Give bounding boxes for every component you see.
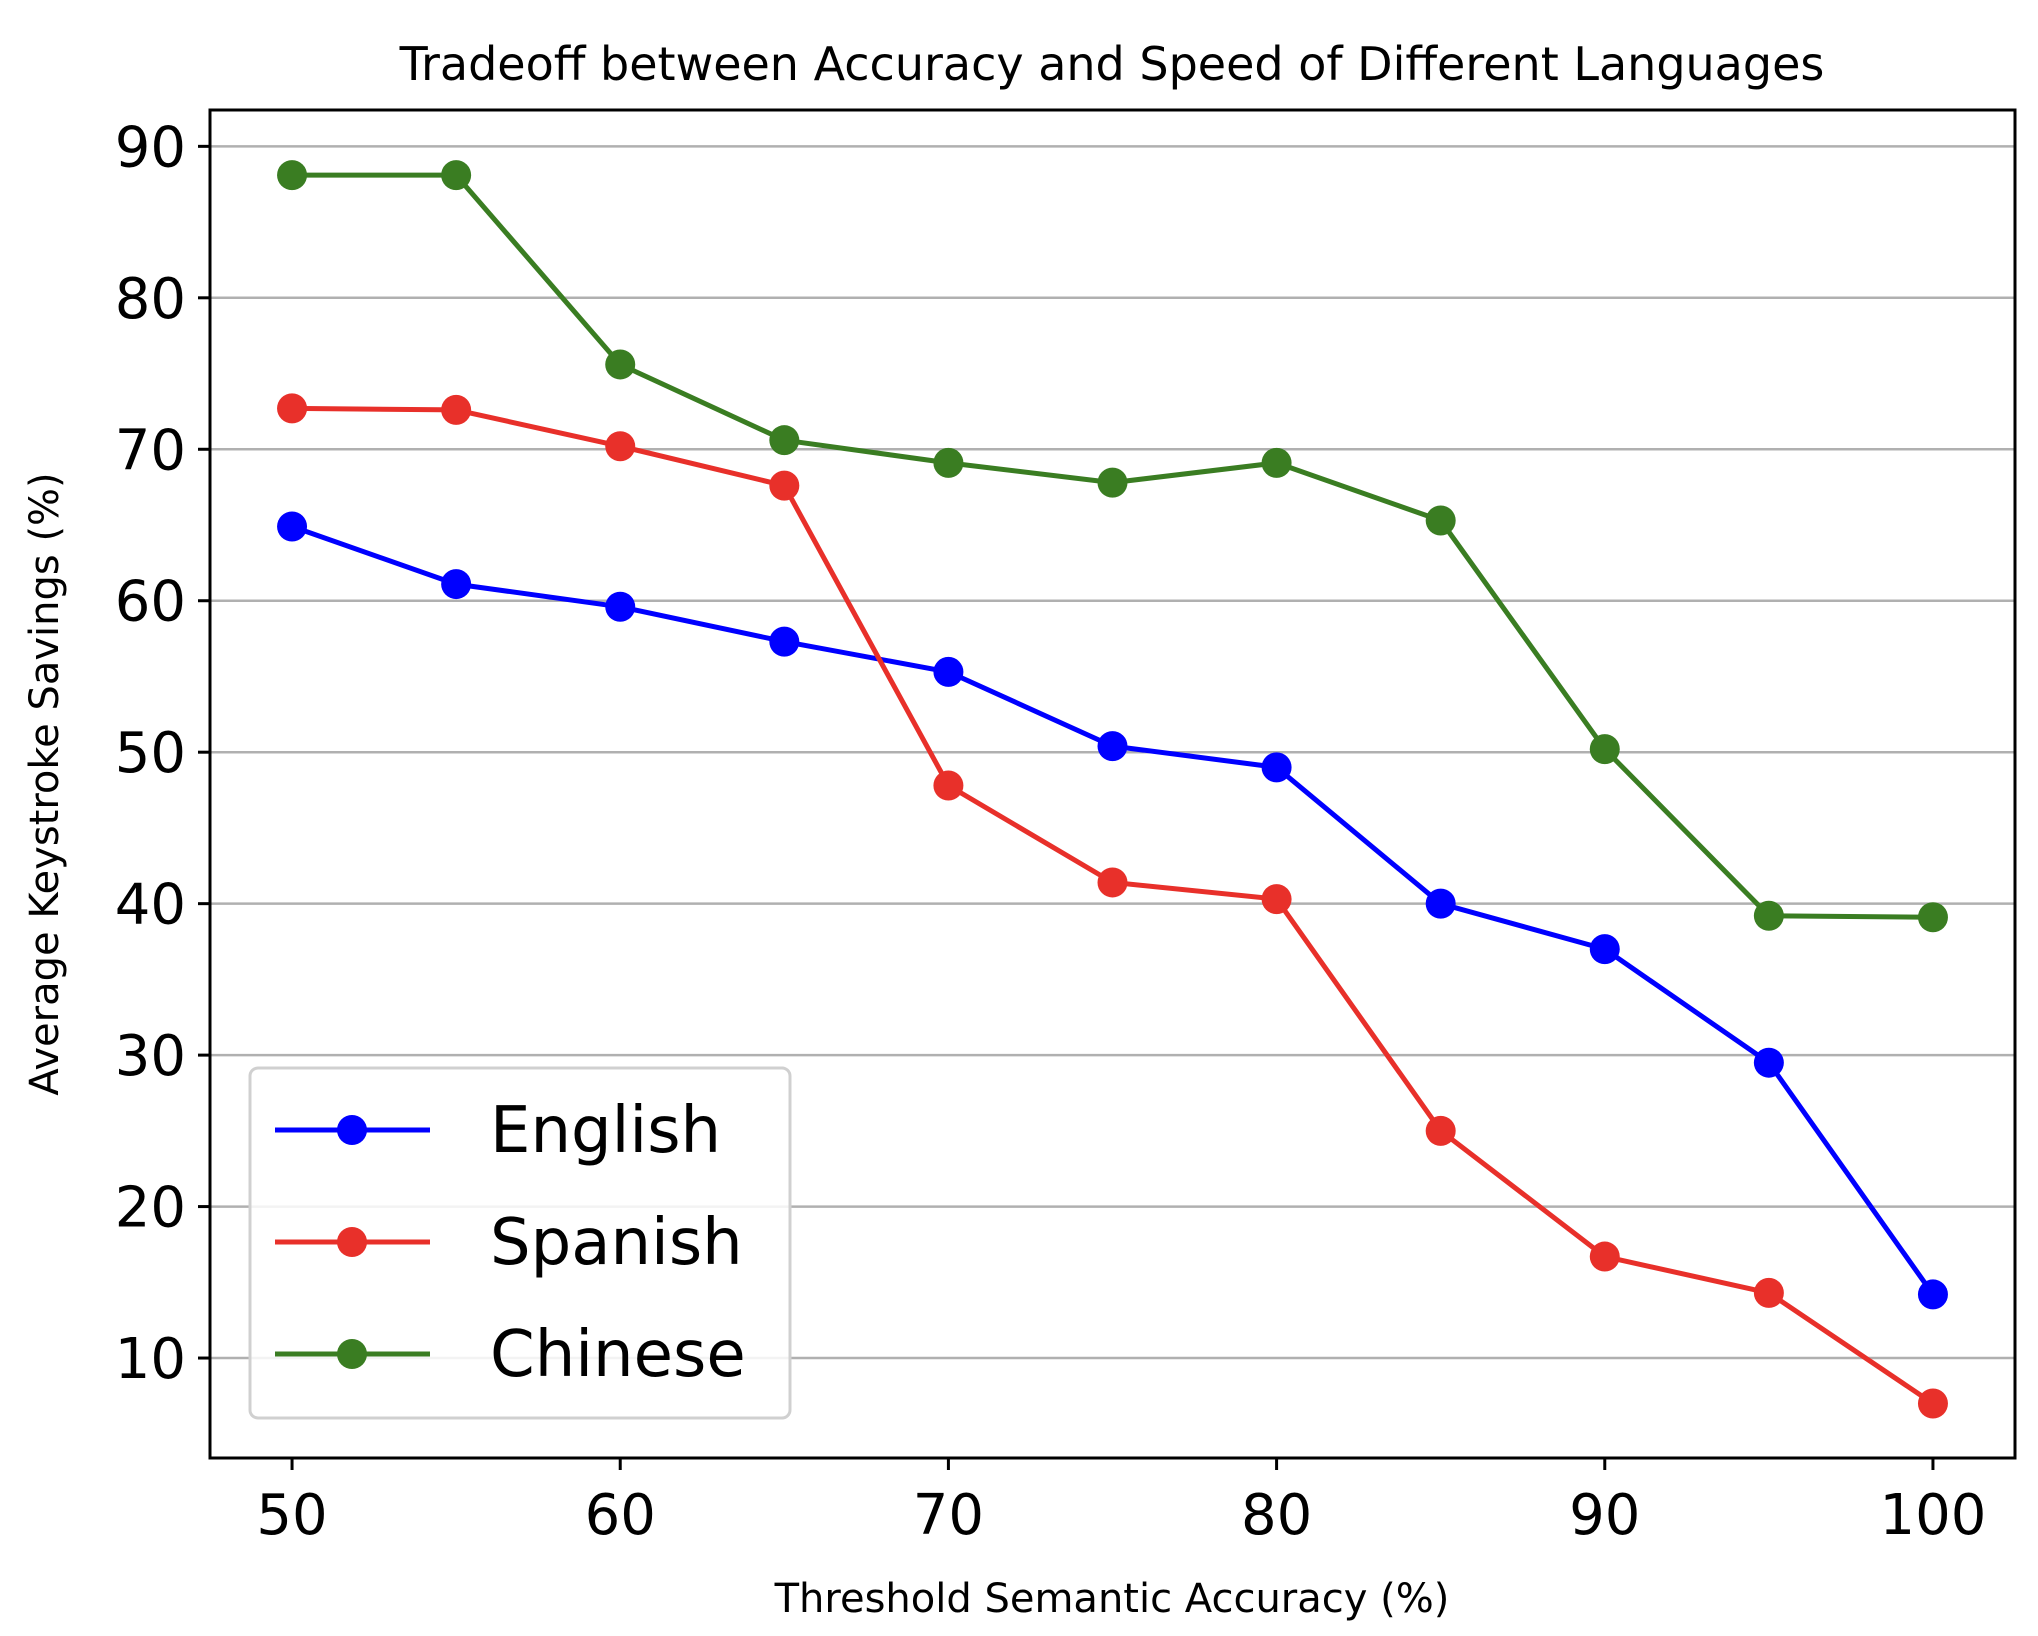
- data-point-english-80: [1261, 752, 1292, 783]
- data-point-english-65: [769, 626, 800, 657]
- data-point-chinese-65: [769, 425, 800, 456]
- data-point-spanish-85: [1425, 1115, 1456, 1146]
- y-axis-label: Average Keystroke Savings (%): [22, 472, 68, 1095]
- data-point-chinese-50: [277, 160, 308, 191]
- legend-label-chinese: Chinese: [490, 1318, 746, 1392]
- legend-marker-spanish: [337, 1227, 367, 1257]
- x-axis-label: Threshold Semantic Accuracy (%): [774, 1576, 1450, 1622]
- data-point-spanish-90: [1589, 1241, 1620, 1272]
- y-tick-label-50: 50: [115, 721, 186, 786]
- legend-box: [248, 1066, 792, 1420]
- data-point-chinese-95: [1753, 900, 1784, 931]
- legend-marker-chinese: [337, 1339, 367, 1369]
- data-point-english-95: [1753, 1047, 1784, 1078]
- y-tick-label-90: 90: [115, 115, 186, 180]
- y-tick-label-10: 10: [115, 1327, 186, 1392]
- data-point-english-90: [1589, 934, 1620, 965]
- data-point-chinese-60: [605, 349, 636, 380]
- data-point-chinese-85: [1425, 505, 1456, 536]
- legend-label-english: English: [490, 1094, 721, 1168]
- data-point-english-100: [1917, 1279, 1948, 1310]
- data-point-chinese-100: [1917, 902, 1948, 933]
- data-point-spanish-60: [605, 431, 636, 462]
- legend-item-chinese: Chinese: [275, 1318, 746, 1392]
- series-layer: [277, 160, 1948, 1419]
- data-point-english-55: [441, 569, 472, 600]
- y-tick-label-40: 40: [115, 873, 186, 938]
- data-point-spanish-65: [769, 470, 800, 501]
- data-point-chinese-80: [1261, 447, 1292, 478]
- y-tick-label-70: 70: [115, 418, 186, 483]
- chart-title: Tradeoff between Accuracy and Speed of D…: [399, 37, 1825, 91]
- data-point-english-60: [605, 591, 636, 622]
- data-point-english-85: [1425, 888, 1456, 919]
- series-spanish: [277, 393, 1948, 1419]
- data-point-english-75: [1097, 731, 1128, 762]
- data-point-chinese-75: [1097, 467, 1128, 498]
- data-point-english-70: [933, 656, 964, 687]
- x-tick-label-70: 70: [913, 1483, 984, 1548]
- x-tick-label-100: 100: [1880, 1483, 1987, 1548]
- series-chinese: [277, 160, 1948, 933]
- y-tick-label-60: 60: [115, 570, 186, 635]
- legend: English Spanish Chinese: [248, 1066, 792, 1420]
- y-tick-label-20: 20: [115, 1176, 186, 1241]
- data-point-spanish-50: [277, 393, 308, 424]
- data-point-chinese-70: [933, 447, 964, 478]
- legend-item-english: English: [275, 1094, 721, 1168]
- plot-frame: [208, 108, 2017, 1460]
- x-tick-label-50: 50: [256, 1483, 327, 1548]
- x-tick-label-90: 90: [1569, 1483, 1640, 1548]
- data-point-spanish-75: [1097, 867, 1128, 898]
- x-tick-label-60: 60: [585, 1483, 656, 1548]
- data-point-spanish-95: [1753, 1277, 1784, 1308]
- data-point-spanish-80: [1261, 884, 1292, 915]
- data-point-chinese-90: [1589, 734, 1620, 765]
- series-english: [277, 511, 1948, 1310]
- data-point-spanish-70: [933, 770, 964, 801]
- data-point-chinese-55: [441, 160, 472, 191]
- x-tick-label-80: 80: [1241, 1483, 1312, 1548]
- y-tick-label-30: 30: [115, 1024, 186, 1089]
- legend-label-spanish: Spanish: [490, 1206, 743, 1280]
- data-point-english-50: [277, 511, 308, 542]
- data-point-spanish-55: [441, 394, 472, 425]
- y-tick-label-80: 80: [115, 267, 186, 332]
- data-point-spanish-100: [1917, 1388, 1948, 1419]
- legend-marker-english: [337, 1115, 367, 1145]
- legend-item-spanish: Spanish: [275, 1206, 743, 1280]
- ticks: 10 20 30 40 50 60 70 80 90 50 60 70 80 90 100: [115, 115, 1987, 1548]
